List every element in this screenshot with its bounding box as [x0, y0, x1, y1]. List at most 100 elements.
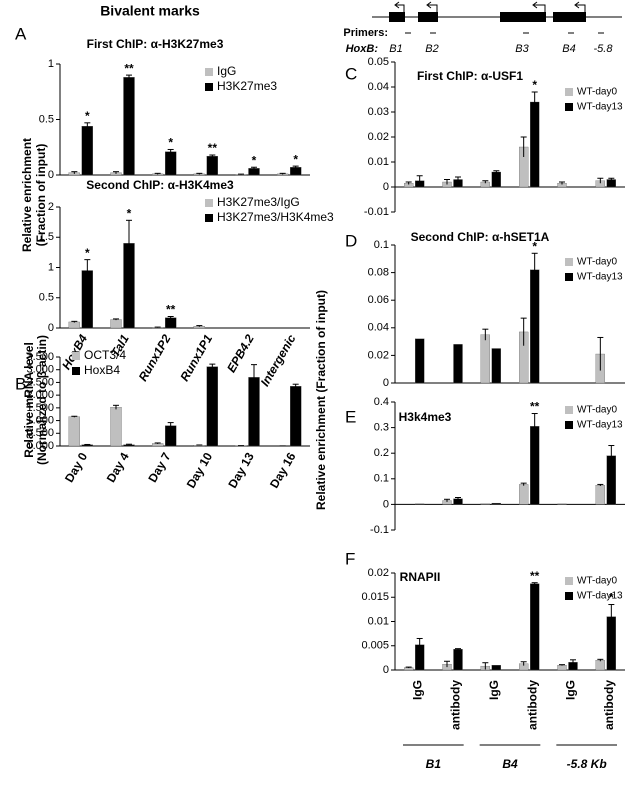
y-tick-label: -0.01 [364, 206, 389, 218]
y-axis-label: Relative enrichment (Fraction of input) [314, 290, 328, 510]
significance-star: ** [530, 569, 540, 583]
gene-diagram: Primers: HoxB: B1 B2 B3 B4 -5.8 [343, 1, 622, 55]
legend-label: WT-day13 [577, 272, 623, 283]
bar [453, 344, 463, 384]
significance-star: * [532, 239, 537, 253]
significance-star: * [85, 246, 90, 260]
significance-star: * [85, 109, 90, 123]
bar [165, 151, 177, 176]
legend-swatch [565, 592, 573, 600]
legend-label: HoxB4 [84, 363, 120, 377]
y-tick-label: 0.005 [361, 640, 389, 652]
significance-star: ** [530, 400, 540, 414]
legend-label: WT-day0 [577, 257, 617, 268]
y-tick-label: 1.500 [26, 402, 54, 414]
tss-arrow [394, 1, 405, 12]
x-tick-label: Day 16 [267, 450, 299, 491]
bar [557, 665, 567, 671]
y-axis-label: (Fraction of input) [34, 144, 48, 247]
significance-star: * [609, 591, 614, 605]
bar [491, 171, 501, 188]
bar [530, 101, 540, 188]
bar [123, 77, 135, 176]
bar [415, 503, 425, 505]
y-tick-label: 0.03 [368, 106, 389, 118]
x-tick-label: IgG [564, 680, 578, 700]
bar [206, 366, 218, 447]
bar [595, 485, 605, 505]
legend-label: IgG [217, 64, 236, 78]
significance-star: * [252, 153, 257, 167]
y-axis-label: Relative mRNA level [22, 342, 36, 458]
y-tick-label: 0.500 [26, 427, 54, 439]
bar [68, 321, 80, 329]
y-tick-label: 0.015 [361, 591, 389, 603]
y-tick-label: 0.2 [374, 447, 389, 459]
x-tick-label: IgG [487, 680, 501, 700]
bar [530, 583, 540, 671]
y-tick-label: 0.01 [368, 156, 389, 168]
y-tick-label: 0.5 [39, 113, 54, 125]
significance-star: ** [208, 141, 218, 155]
panel-letter: E [345, 407, 356, 426]
gene-name: B2 [425, 43, 438, 55]
y-tick-label: 0.05 [368, 56, 389, 68]
x-tick-label: Runx1P2 [136, 332, 174, 384]
y-tick-label: 3.000 [26, 364, 54, 376]
x-tick-label: Day 7 [145, 450, 173, 485]
legend-swatch [205, 83, 213, 91]
bar [81, 126, 93, 176]
exon [418, 12, 438, 22]
y-tick-label: 3.500 [26, 351, 54, 363]
y-tick-label: 0 [383, 664, 389, 676]
y-tick-label: 0.02 [368, 349, 389, 361]
chart-title: First ChIP: α-USF1 [417, 69, 523, 83]
y-tick-label: 1.5 [39, 231, 54, 243]
primers-label: Primers: [343, 27, 388, 39]
legend-label: WT-day13 [577, 102, 623, 113]
gene-label: HoxB: [346, 43, 379, 55]
y-tick-label: 1 [48, 58, 54, 70]
legend-swatch [205, 68, 213, 76]
panel-letter: C [345, 64, 357, 83]
y-tick-label: 1 [48, 261, 54, 273]
legend-swatch [565, 406, 573, 414]
group-label: B4 [502, 757, 518, 771]
bar [557, 503, 567, 505]
tss-arrow [426, 1, 438, 12]
x-tick-label: Day 4 [104, 450, 132, 485]
bar [415, 338, 425, 384]
y-tick-label: 0.4 [374, 396, 389, 408]
panel-letter: F [345, 549, 355, 568]
x-tick-label: antibody [525, 680, 539, 730]
chart-title: H3k4me3 [399, 410, 452, 424]
significance-star: * [127, 206, 132, 220]
bar [480, 334, 490, 384]
bar [491, 348, 501, 384]
bar [290, 167, 302, 176]
y-tick-label: 2.000 [26, 389, 54, 401]
significance-star: ** [166, 303, 176, 317]
legend-label: H3K27me3/H3K4me3 [217, 210, 334, 224]
y-tick-label: 0.02 [368, 131, 389, 143]
x-tick-label: IgG [410, 680, 424, 700]
x-tick-label: Day 0 [62, 450, 90, 485]
x-tick-label: Intergenic [258, 332, 299, 389]
bar [491, 665, 501, 671]
y-tick-label: 0.3 [374, 422, 389, 434]
exon [389, 12, 405, 22]
legend-swatch [565, 88, 573, 96]
bar [595, 660, 605, 671]
y-tick-label: 2.500 [26, 376, 54, 388]
bar [491, 502, 501, 505]
legend-swatch [565, 258, 573, 266]
y-axis-label: Relative enrichment [20, 138, 34, 252]
legend-label: WT-day13 [577, 591, 623, 602]
bar [110, 319, 122, 329]
y-tick-label: 0.01 [368, 615, 389, 627]
panel-letter: B [15, 374, 26, 393]
legend-label: WT-day0 [577, 576, 617, 587]
legend-label: H3K27me3/IgG [217, 195, 300, 209]
legend-swatch [565, 421, 573, 429]
gene-name: B1 [389, 43, 402, 55]
